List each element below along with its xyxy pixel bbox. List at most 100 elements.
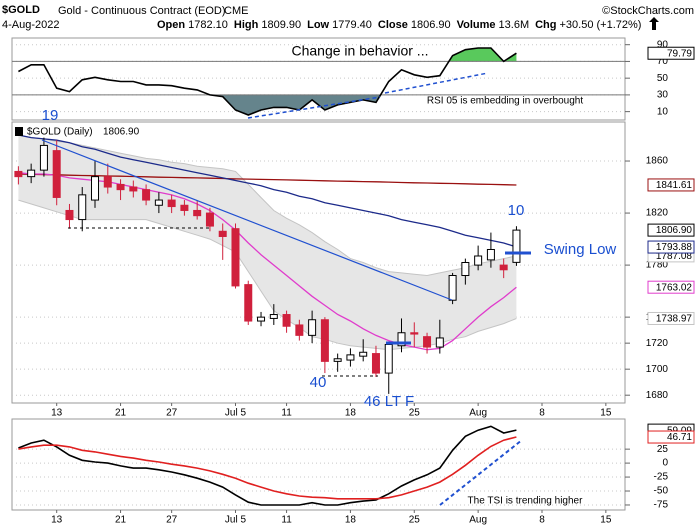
trend-line — [41, 139, 453, 301]
candle-body — [435, 337, 444, 348]
x-tick-label: Jul 5 — [225, 515, 247, 526]
last-value-label: 1787.08 — [656, 251, 693, 262]
candle-body — [65, 209, 74, 221]
exchange: CME — [224, 5, 248, 17]
description: Gold - Continuous Contract (EOD) — [58, 5, 226, 17]
quote-value: 13.6M — [499, 19, 530, 31]
last-value-label: 1841.61 — [656, 180, 693, 191]
candle-body — [295, 324, 304, 336]
x-tick-label: 27 — [166, 515, 178, 526]
quote: Open 1782.10 High 1809.90 Low 1779.40 Close 180… — [157, 19, 641, 31]
last-value-box — [647, 46, 695, 60]
y-tick-label: 90 — [657, 39, 669, 50]
y-tick-label: 1700 — [646, 364, 669, 375]
quote-label: Close — [378, 19, 408, 31]
y-tick-label: 50 — [657, 73, 669, 84]
last-value-label: 79.79 — [667, 48, 692, 59]
annotations: Change in behavior ... RSI 05 is embeddi… — [42, 43, 617, 507]
x-tick-label: 15 — [600, 515, 612, 526]
oversold-area — [18, 94, 517, 115]
band-upper — [18, 134, 517, 277]
candle-body — [282, 314, 291, 327]
candle-body — [499, 264, 508, 271]
last-value-label: 1793.88 — [656, 242, 693, 253]
x-tick-label: 21 — [115, 408, 127, 419]
quote-label: Open — [157, 19, 185, 31]
candle-body — [129, 186, 138, 192]
x-tick-label: 8 — [539, 515, 545, 526]
candle-body — [486, 248, 495, 261]
candle-body — [14, 170, 23, 178]
last-value-box — [647, 430, 695, 444]
y-tick-label: 0 — [662, 458, 668, 469]
last-value-label: 1738.97 — [656, 314, 693, 325]
candle-body — [474, 255, 483, 266]
candle-body — [333, 358, 342, 362]
candle-body — [308, 319, 317, 336]
band-lower — [18, 199, 517, 351]
candle-body — [193, 209, 202, 217]
candle-body — [461, 262, 470, 277]
change-arrow — [649, 17, 659, 30]
last-value-label: 1763.02 — [656, 282, 693, 293]
candle-body — [410, 332, 419, 335]
y-tick-label: 1860 — [646, 156, 669, 167]
date: 4-Aug-2022 — [2, 19, 60, 31]
y-tick-label: -50 — [654, 486, 669, 497]
x-tick-label: 25 — [409, 515, 421, 526]
y-tick-label: 25 — [657, 444, 669, 455]
candle-body — [346, 354, 355, 361]
annotation: 19 — [42, 107, 59, 124]
candle-body — [359, 351, 368, 357]
series-line — [18, 436, 517, 500]
x-tick-label: 25 — [409, 408, 421, 419]
y-tick-label: -75 — [654, 500, 669, 511]
moving-average — [18, 172, 517, 351]
candle-body — [52, 150, 61, 198]
y-tick-label: 1720 — [646, 338, 669, 349]
moving-average — [18, 173, 517, 186]
annotation: 40 — [310, 374, 327, 391]
candle-body — [218, 230, 227, 237]
candle-body — [27, 169, 36, 178]
last-value-label: 46.71 — [667, 432, 692, 443]
annotation: RSI 05 is embedding in overbought — [427, 96, 583, 107]
quote-value: +30.50 (+1.72%) — [560, 19, 642, 31]
legend-value: 1806.90 — [103, 127, 140, 138]
last-value-box — [647, 178, 695, 192]
annotation: 10 — [508, 202, 525, 219]
y-tick-label: 1680 — [646, 390, 669, 401]
legend-label: $GOLD (Daily) — [27, 127, 93, 138]
candle-body — [384, 343, 393, 374]
quote-label: Low — [307, 19, 329, 31]
moving-average — [18, 134, 517, 248]
y-tick-label: -25 — [654, 472, 669, 483]
candle-body — [423, 336, 432, 348]
last-value-box — [647, 311, 695, 325]
series-line — [18, 425, 517, 506]
legend-icon — [15, 127, 23, 136]
y-tick-label: 10 — [657, 106, 669, 117]
quote-value: 1779.40 — [332, 19, 372, 31]
panel-frame — [11, 418, 626, 511]
candle-body — [154, 199, 163, 206]
x-tick-label: Jul 5 — [225, 408, 247, 419]
candle-body — [167, 199, 176, 208]
x-tick-label: 13 — [51, 515, 63, 526]
last-value-label: 1806.90 — [656, 225, 693, 236]
candle-body — [142, 189, 151, 201]
x-tick-label: 18 — [345, 515, 357, 526]
quote-value: 1806.90 — [411, 19, 451, 31]
candle-body — [39, 144, 48, 171]
x-tick-label: 15 — [600, 408, 612, 419]
candle-body — [269, 314, 278, 319]
quote-label: High — [234, 19, 259, 31]
candle-body — [78, 194, 87, 221]
source: ©StockCharts.com — [602, 5, 694, 17]
trend-line — [384, 72, 489, 94]
plot-layer: 103050709079.791680170017201740178018201… — [11, 37, 695, 526]
x-tick-label: Aug — [469, 408, 487, 419]
candle-body — [397, 332, 406, 347]
